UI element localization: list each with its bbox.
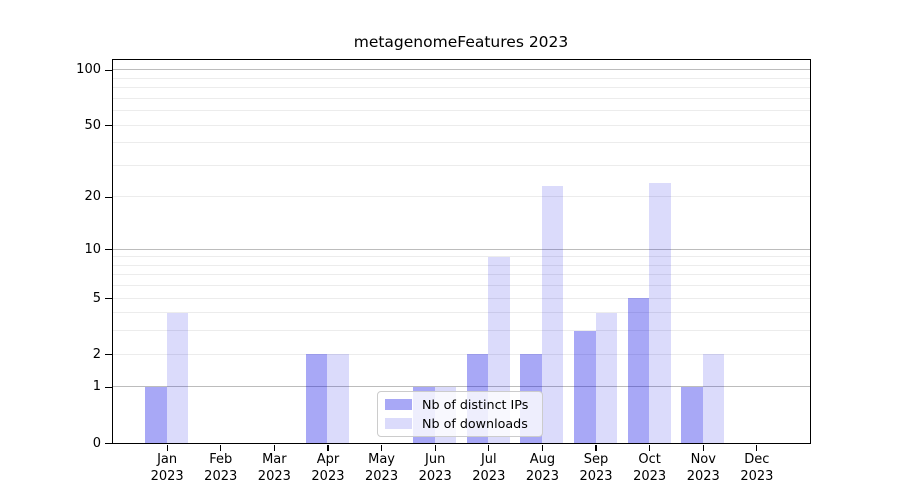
x-tick-mar <box>273 444 275 451</box>
y-gridline-minor-7 <box>113 274 810 276</box>
y-tick-1 <box>105 386 112 389</box>
y-gridline-minor-90 <box>113 77 810 79</box>
y-gridline-minor-6 <box>113 285 810 287</box>
bar-downloads-oct <box>649 182 671 443</box>
x-tick-label-jun: Jun 2023 <box>418 452 452 484</box>
y-tick-label-5: 5 <box>92 290 101 306</box>
y-tick-label-1: 1 <box>92 379 101 395</box>
x-tick-aug <box>541 444 543 451</box>
x-tick-may <box>380 444 383 451</box>
x-tick-dec <box>756 444 758 451</box>
y-gridline-minor-4 <box>113 312 810 314</box>
x-tick-label-dec: Dec 2023 <box>740 452 774 484</box>
legend-item-downloads: Nb of downloads <box>385 416 542 431</box>
legend-label-distinct-ips: Nb of distinct IPs <box>422 397 529 412</box>
y-tick-label-20: 20 <box>84 189 101 205</box>
y-tick-label-100: 100 <box>76 62 101 78</box>
bar-distinct-ips-nov <box>681 386 703 443</box>
y-gridline-minor-8 <box>113 264 810 266</box>
bar-distinct-ips-sep <box>574 330 596 443</box>
y-gridline-major-1 <box>113 386 810 388</box>
x-tick-label-apr: Apr 2023 <box>311 452 345 484</box>
y-gridline-minor-50 <box>113 124 810 126</box>
y-gridline-minor-60 <box>113 110 810 112</box>
y-gridline-minor-70 <box>113 97 810 99</box>
y-tick-20 <box>105 196 112 198</box>
bar-distinct-ips-apr <box>305 354 328 443</box>
bar-downloads-nov <box>702 354 725 443</box>
x-tick-jul <box>488 444 490 451</box>
y-gridline-minor-80 <box>113 87 810 89</box>
x-tick-sep <box>595 444 597 451</box>
y-gridline-minor-30 <box>113 164 810 166</box>
chart-title: metagenomeFeatures 2023 <box>353 33 569 51</box>
y-tick-0 <box>105 442 112 445</box>
y-gridline-minor-20 <box>113 196 810 198</box>
y-tick-50 <box>105 124 112 127</box>
y-tick-5 <box>105 298 112 300</box>
x-tick-feb <box>220 444 222 451</box>
x-tick-label-feb: Feb 2023 <box>204 452 238 484</box>
x-tick-oct <box>649 444 651 451</box>
legend: Nb of distinct IPs Nb of downloads <box>377 391 543 437</box>
x-tick-jun <box>434 444 436 451</box>
bar-downloads-aug <box>541 186 564 443</box>
plot-area <box>112 59 811 444</box>
x-tick-nov <box>702 444 704 451</box>
x-tick-label-may: May 2023 <box>365 452 399 484</box>
x-tick-label-mar: Mar 2023 <box>257 452 291 484</box>
x-tick-label-sep: Sep 2023 <box>579 452 613 484</box>
y-gridline-minor-40 <box>113 142 810 144</box>
x-tick-label-jan: Jan 2023 <box>150 452 184 484</box>
y-tick-label-0: 0 <box>92 435 101 451</box>
y-gridline-minor-2 <box>113 353 810 355</box>
y-tick-100 <box>105 69 112 71</box>
x-tick-label-oct: Oct 2023 <box>633 452 667 484</box>
bar-downloads-jan <box>166 312 189 443</box>
legend-swatch-distinct-ips-icon <box>385 399 412 410</box>
bar-downloads-sep <box>595 312 618 443</box>
x-tick-apr <box>327 444 329 451</box>
x-tick-jan <box>166 444 168 451</box>
y-gridline-minor-3 <box>113 330 810 332</box>
y-tick-label-2: 2 <box>92 346 101 362</box>
y-tick-10 <box>105 248 112 251</box>
y-gridline-minor-5 <box>113 297 810 299</box>
legend-swatch-downloads-icon <box>385 418 412 429</box>
x-tick-label-jul: Jul 2023 <box>472 452 506 484</box>
y-gridline-major-10 <box>113 248 810 250</box>
y-tick-label-10: 10 <box>84 241 101 257</box>
x-tick-label-aug: Aug 2023 <box>525 452 559 484</box>
y-gridline-minor-9 <box>113 256 810 258</box>
bar-distinct-ips-jan <box>145 386 167 443</box>
bar-distinct-ips-oct <box>627 298 650 443</box>
y-gridline-major-100 <box>113 69 810 71</box>
legend-item-distinct-ips: Nb of distinct IPs <box>385 397 542 412</box>
bar-downloads-apr <box>327 354 349 443</box>
y-tick-label-50: 50 <box>84 117 101 133</box>
legend-label-downloads: Nb of downloads <box>422 416 528 431</box>
x-tick-label-nov: Nov 2023 <box>686 452 720 484</box>
y-tick-2 <box>105 354 112 356</box>
